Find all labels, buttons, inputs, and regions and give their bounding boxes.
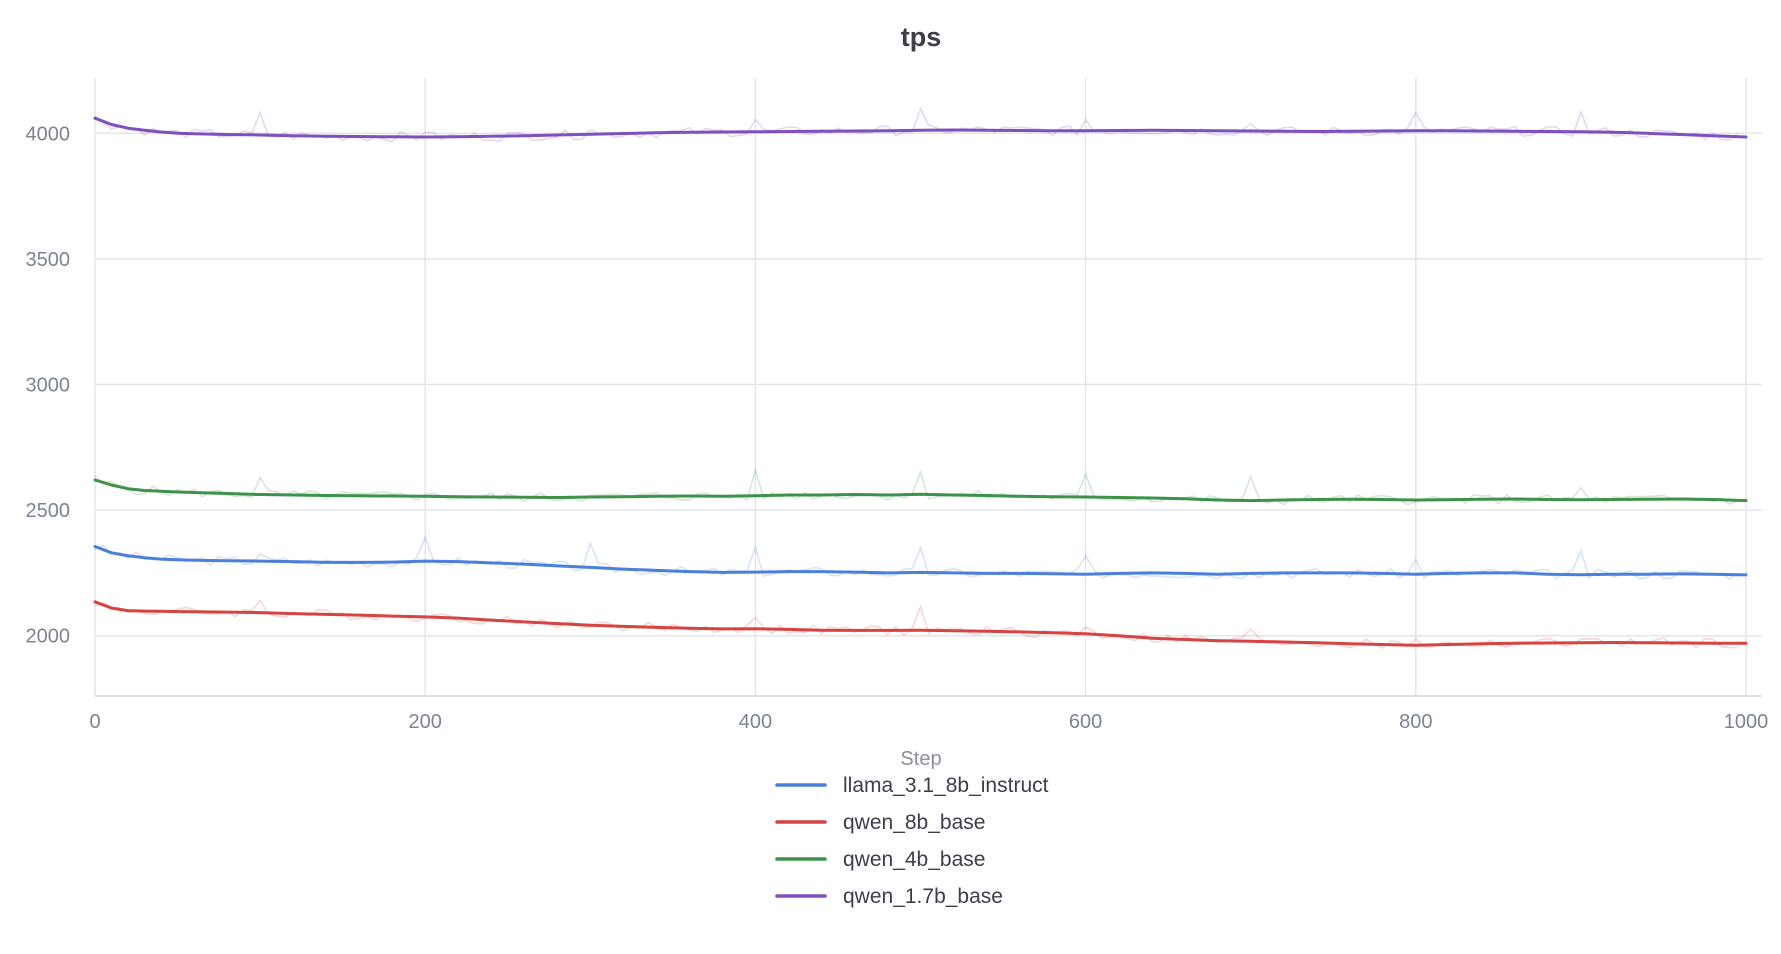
raw-line-qwen_8b_base: [94, 599, 1738, 649]
raw-line-qwen_4b_base: [94, 467, 1738, 506]
y-tick-label: 3000: [26, 374, 71, 396]
x-tick-label: 200: [409, 711, 442, 733]
x-axis-ticks: 0 200 400 600 800 1000: [89, 711, 1768, 733]
y-tick-label: 2000: [26, 626, 71, 648]
x-tick-label: 0: [89, 711, 100, 733]
x-axis-title: Step: [900, 748, 941, 770]
chart-title: tps: [901, 22, 942, 52]
raw-series-lines: [94, 106, 1739, 649]
legend-label: llama_3.1_8b_instruct: [843, 774, 1049, 797]
y-tick-label: 4000: [26, 123, 71, 145]
x-tick-label: 600: [1069, 711, 1102, 733]
legend-item-qwen_4b_base[interactable]: qwen_4b_base: [775, 848, 985, 871]
x-tick-label: 1000: [1724, 711, 1769, 733]
series-line-llama_3.1_8b_instruct[interactable]: [93, 545, 1748, 577]
x-tick-label: 800: [1399, 711, 1432, 733]
legend-item-qwen_1.7b_base[interactable]: qwen_1.7b_base: [775, 885, 1003, 908]
legend-label: qwen_1.7b_base: [843, 885, 1003, 908]
legend-item-llama_3.1_8b_instruct[interactable]: llama_3.1_8b_instruct: [775, 774, 1049, 797]
legend: llama_3.1_8b_instruct qwen_8b_base qwen_4b…: [775, 774, 1049, 908]
legend-label: qwen_8b_base: [843, 811, 985, 834]
series-line-qwen_1.7b_base[interactable]: [93, 116, 1748, 139]
raw-line-qwen_1.7b_base: [94, 106, 1739, 143]
smoothed-series-lines: [93, 116, 1748, 647]
x-tick-label: 400: [739, 711, 772, 733]
legend-label: qwen_4b_base: [843, 848, 985, 871]
y-axis-ticks: 2000 2500 3000 3500 4000: [26, 123, 71, 647]
y-tick-label: 3500: [26, 249, 71, 271]
series-line-qwen_4b_base[interactable]: [93, 478, 1748, 503]
grid-lines: [94, 78, 1762, 697]
y-tick-label: 2500: [26, 500, 71, 522]
legend-item-qwen_8b_base[interactable]: qwen_8b_base: [775, 811, 985, 834]
series-line-qwen_8b_base[interactable]: [93, 600, 1748, 647]
